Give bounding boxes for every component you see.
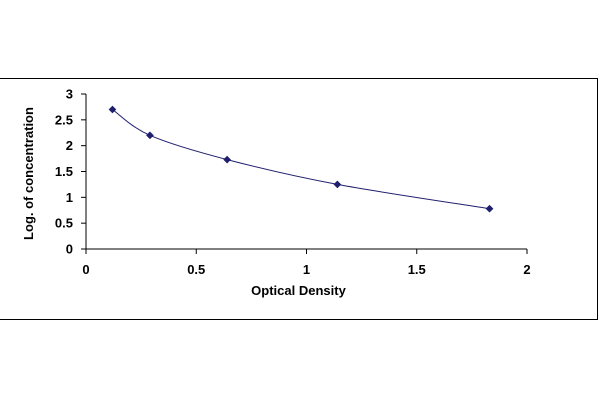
chart-frame — [0, 78, 598, 320]
x-tick-label: 1.5 — [408, 262, 426, 277]
data-point — [145, 131, 154, 140]
y-tick-label: 1.5 — [55, 164, 73, 179]
x-tick-label: 0 — [82, 262, 89, 277]
y-tick-label: 3 — [66, 87, 73, 102]
data-point — [485, 204, 494, 213]
data-point — [333, 180, 342, 189]
y-tick-label: 2 — [66, 138, 73, 153]
y-axis-title: Log. of concentration — [21, 107, 36, 240]
y-tick-label: 2.5 — [55, 112, 73, 127]
y-tick-label: 1 — [66, 190, 73, 205]
tick-labels: 0 0.5 1 1.5 2 2.5 3 0 0.5 1 1.5 2 — [55, 87, 531, 278]
x-axis-title: Optical Density — [251, 283, 346, 298]
y-tick-label: 0.5 — [55, 216, 73, 231]
data-point — [108, 105, 117, 114]
x-tick-label: 0.5 — [187, 262, 205, 277]
trend-curve — [112, 109, 490, 210]
data-points — [108, 105, 494, 213]
y-tick-label: 0 — [66, 242, 73, 257]
x-tick-label: 1 — [303, 262, 310, 277]
axes — [81, 93, 528, 254]
x-tick-label: 2 — [523, 262, 530, 277]
data-point — [223, 155, 232, 164]
